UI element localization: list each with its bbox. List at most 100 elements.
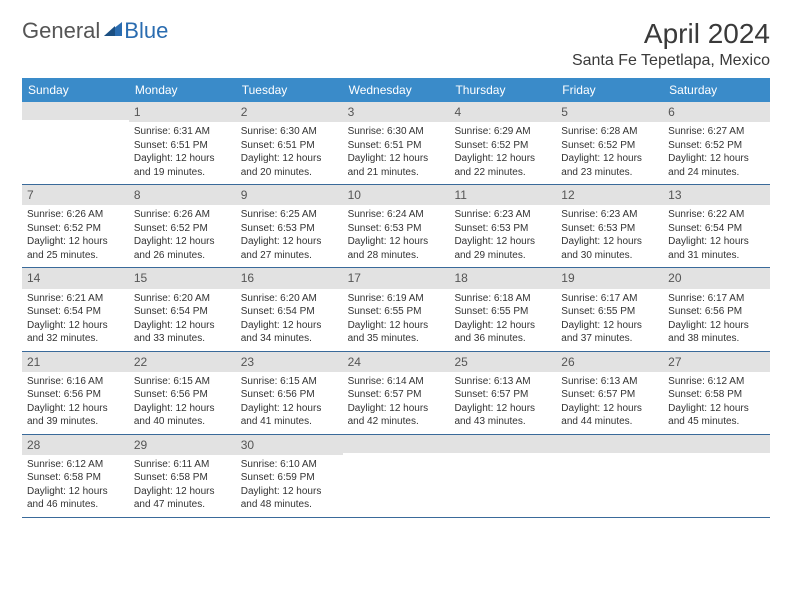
daylight-line: Daylight: 12 hours and 35 minutes. [348, 319, 445, 346]
sunrise-line: Sunrise: 6:30 AM [241, 125, 338, 139]
sunset-line: Sunset: 6:54 PM [668, 222, 765, 236]
daylight-line: Daylight: 12 hours and 26 minutes. [134, 235, 231, 262]
title-block: April 2024 Santa Fe Tepetlapa, Mexico [572, 18, 770, 70]
daylight-line: Daylight: 12 hours and 45 minutes. [668, 402, 765, 429]
day-cell: 29Sunrise: 6:11 AMSunset: 6:58 PMDayligh… [129, 435, 236, 517]
day-number: 5 [556, 102, 663, 122]
day-cell: 18Sunrise: 6:18 AMSunset: 6:55 PMDayligh… [449, 268, 556, 350]
sunrise-line: Sunrise: 6:26 AM [134, 208, 231, 222]
day-cell: 3 Sunrise: 6:30 AMSunset: 6:51 PMDaylight… [343, 102, 450, 184]
sunset-line: Sunset: 6:52 PM [27, 222, 124, 236]
sunset-line: Sunset: 6:57 PM [348, 388, 445, 402]
day-number: 12 [556, 185, 663, 205]
day-cell: 2Sunrise: 6:30 AMSunset: 6:51 PMDaylight… [236, 102, 343, 184]
day-number: 15 [129, 268, 236, 288]
daylight-line: Daylight: 12 hours and 21 minutes. [348, 152, 445, 179]
day-cell: 11Sunrise: 6:23 AMSunset: 6:53 PMDayligh… [449, 185, 556, 267]
sunrise-line: Sunrise: 6:31 AM [134, 125, 231, 139]
day-cell: 16Sunrise: 6:20 AMSunset: 6:54 PMDayligh… [236, 268, 343, 350]
daylight-line: Daylight: 12 hours and 38 minutes. [668, 319, 765, 346]
sunset-line: Sunset: 6:52 PM [668, 139, 765, 153]
logo-text-blue: Blue [124, 18, 168, 44]
day-number: 20 [663, 268, 770, 288]
weekday-tuesday: Tuesday [236, 78, 343, 102]
header: General Blue April 2024 Santa Fe Tepetla… [0, 0, 792, 78]
sunrise-line: Sunrise: 6:23 AM [561, 208, 658, 222]
sunset-line: Sunset: 6:53 PM [561, 222, 658, 236]
sunset-line: Sunset: 6:52 PM [134, 222, 231, 236]
sunrise-line: Sunrise: 6:13 AM [454, 375, 551, 389]
logo: General Blue [22, 18, 168, 44]
daylight-line: Daylight: 12 hours and 40 minutes. [134, 402, 231, 429]
daylight-line: Daylight: 12 hours and 47 minutes. [134, 485, 231, 512]
day-cell: 13 Sunrise: 6:22 AMSunset: 6:54 PMDayligh… [663, 185, 770, 267]
sunset-line: Sunset: 6:55 PM [454, 305, 551, 319]
day-cell: 27Sunrise: 6:12 AMSunset: 6:58 PMDayligh… [663, 352, 770, 434]
sunset-line: Sunset: 6:52 PM [561, 139, 658, 153]
sunset-line: Sunset: 6:59 PM [241, 471, 338, 485]
sunset-line: Sunset: 6:51 PM [241, 139, 338, 153]
day-number: 27 [663, 352, 770, 372]
weekday-wednesday: Wednesday [343, 78, 450, 102]
day-cell: 10Sunrise: 6:24 AMSunset: 6:53 PMDayligh… [343, 185, 450, 267]
day-number: 13 [663, 185, 770, 205]
logo-sail-icon [104, 22, 122, 36]
day-cell: 30Sunrise: 6:10 AMSunset: 6:59 PMDayligh… [236, 435, 343, 517]
day-cell: 5Sunrise: 6:28 AMSunset: 6:52 PMDaylight… [556, 102, 663, 184]
day-number: 23 [236, 352, 343, 372]
sunset-line: Sunset: 6:56 PM [134, 388, 231, 402]
day-number: 3 [343, 102, 450, 122]
day-cell: 21Sunrise: 6:16 AMSunset: 6:56 PMDayligh… [22, 352, 129, 434]
day-cell: 6Sunrise: 6:27 AMSunset: 6:52 PMDaylight… [663, 102, 770, 184]
sunset-line: Sunset: 6:56 PM [241, 388, 338, 402]
daylight-line: Daylight: 12 hours and 44 minutes. [561, 402, 658, 429]
day-cell: 26Sunrise: 6:13 AMSunset: 6:57 PMDayligh… [556, 352, 663, 434]
day-number: 9 [236, 185, 343, 205]
day-cell: 1Sunrise: 6:31 AMSunset: 6:51 PMDaylight… [129, 102, 236, 184]
sunrise-line: Sunrise: 6:23 AM [454, 208, 551, 222]
daylight-line: Daylight: 12 hours and 30 minutes. [561, 235, 658, 262]
day-cell: 7Sunrise: 6:26 AMSunset: 6:52 PMDaylight… [22, 185, 129, 267]
daylight-line: Daylight: 12 hours and 41 minutes. [241, 402, 338, 429]
day-cell: 25Sunrise: 6:13 AMSunset: 6:57 PMDayligh… [449, 352, 556, 434]
daylight-line: Daylight: 12 hours and 33 minutes. [134, 319, 231, 346]
sunset-line: Sunset: 6:55 PM [561, 305, 658, 319]
day-cell [663, 435, 770, 517]
weekday-saturday: Saturday [663, 78, 770, 102]
sunrise-line: Sunrise: 6:17 AM [668, 292, 765, 306]
sunset-line: Sunset: 6:57 PM [454, 388, 551, 402]
day-number: 6 [663, 102, 770, 122]
day-cell: 15Sunrise: 6:20 AMSunset: 6:54 PMDayligh… [129, 268, 236, 350]
day-number [343, 435, 450, 453]
day-number: 29 [129, 435, 236, 455]
sunset-line: Sunset: 6:58 PM [134, 471, 231, 485]
sunrise-line: Sunrise: 6:15 AM [241, 375, 338, 389]
sunrise-line: Sunrise: 6:30 AM [348, 125, 445, 139]
weekday-row: SundayMondayTuesdayWednesdayThursdayFrid… [22, 78, 770, 102]
day-cell: 9Sunrise: 6:25 AMSunset: 6:53 PMDaylight… [236, 185, 343, 267]
daylight-line: Daylight: 12 hours and 31 minutes. [668, 235, 765, 262]
day-number: 30 [236, 435, 343, 455]
daylight-line: Daylight: 12 hours and 24 minutes. [668, 152, 765, 179]
day-number: 24 [343, 352, 450, 372]
sunset-line: Sunset: 6:53 PM [348, 222, 445, 236]
daylight-line: Daylight: 12 hours and 42 minutes. [348, 402, 445, 429]
weekday-thursday: Thursday [449, 78, 556, 102]
sunrise-line: Sunrise: 6:22 AM [668, 208, 765, 222]
week-row: 28Sunrise: 6:12 AMSunset: 6:58 PMDayligh… [22, 435, 770, 518]
sunrise-line: Sunrise: 6:12 AM [668, 375, 765, 389]
daylight-line: Daylight: 12 hours and 25 minutes. [27, 235, 124, 262]
day-number: 16 [236, 268, 343, 288]
sunset-line: Sunset: 6:58 PM [27, 471, 124, 485]
month-title: April 2024 [572, 18, 770, 50]
day-number: 17 [343, 268, 450, 288]
sunset-line: Sunset: 6:51 PM [348, 139, 445, 153]
daylight-line: Daylight: 12 hours and 20 minutes. [241, 152, 338, 179]
sunset-line: Sunset: 6:53 PM [454, 222, 551, 236]
sunrise-line: Sunrise: 6:18 AM [454, 292, 551, 306]
day-number: 25 [449, 352, 556, 372]
sunrise-line: Sunrise: 6:10 AM [241, 458, 338, 472]
day-cell: 22Sunrise: 6:15 AMSunset: 6:56 PMDayligh… [129, 352, 236, 434]
sunset-line: Sunset: 6:57 PM [561, 388, 658, 402]
weeks: 1Sunrise: 6:31 AMSunset: 6:51 PMDaylight… [22, 102, 770, 518]
